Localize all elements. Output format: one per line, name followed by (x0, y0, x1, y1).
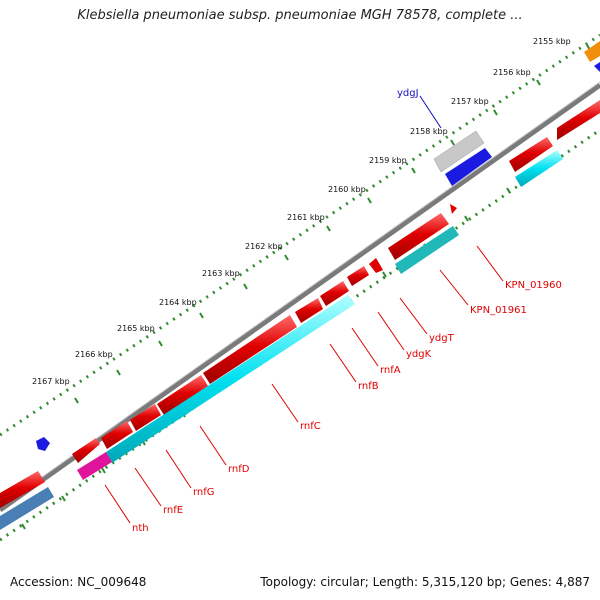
gene-label-rnfE[interactable]: rnfE (163, 505, 183, 516)
map-title: Klebsiella pneumoniae subsp. pneumoniae … (77, 8, 523, 23)
cds-feature[interactable] (557, 100, 600, 140)
gene-label-ydgJ[interactable]: ydgJ (397, 88, 419, 99)
tick-label-2160: 2160 kbp (328, 185, 366, 194)
forward-cds-row[interactable] (0, 100, 600, 508)
inner-tick-ring (0, 128, 600, 542)
gene-label-ydgT[interactable]: ydgT (429, 333, 455, 344)
tick-label-2164: 2164 kbp (159, 298, 197, 307)
cds-feature[interactable] (203, 315, 297, 384)
cyan-feature-long[interactable] (106, 295, 355, 463)
tick-label-2166: 2166 kbp (75, 350, 113, 359)
genome-summary-text: Topology: circular; Length: 5,315,120 bp… (260, 575, 590, 589)
ydgJ-feature[interactable] (433, 130, 485, 173)
cds-feature[interactable] (509, 137, 553, 172)
genome-backbone-highlight (0, 81, 600, 508)
gene-label-rnfA[interactable]: rnfA (380, 365, 401, 376)
cds-feature[interactable] (101, 421, 133, 449)
cds-feature[interactable] (72, 438, 100, 463)
magenta-feature[interactable] (77, 452, 112, 480)
genome-backbone (0, 82, 600, 513)
tick-label-2156: 2156 kbp (493, 68, 531, 77)
tick-label-2157: 2157 kbp (451, 97, 489, 106)
cyan-feature-right[interactable] (515, 150, 563, 187)
accession-text: Accession: NC_009648 (10, 575, 147, 589)
gene-label-nth[interactable]: nth (132, 523, 149, 534)
gene-label-ydgK[interactable]: ydgK (406, 349, 432, 360)
label-leader-lines (104, 95, 504, 524)
gene-label-rnfG[interactable]: rnfG (193, 487, 215, 498)
cds-feature[interactable] (295, 298, 323, 323)
cds-feature[interactable] (369, 258, 383, 273)
tick-label-2162: 2162 kbp (245, 242, 283, 251)
cds-feature[interactable] (157, 375, 208, 415)
tick-label-2167: 2167 kbp (32, 377, 70, 386)
cds-feature[interactable] (0, 471, 45, 508)
blue-feature-top[interactable] (594, 62, 600, 72)
outer-tick-ring (0, 33, 600, 437)
blue-feature[interactable] (445, 148, 492, 186)
cds-feature[interactable] (450, 204, 457, 214)
tick-label-2165: 2165 kbp (117, 324, 155, 333)
gene-label-rnfD[interactable]: rnfD (228, 464, 250, 475)
small-feature-marker[interactable] (36, 437, 50, 451)
teal-feature[interactable] (395, 226, 459, 274)
tick-label-2163: 2163 kbp (202, 269, 240, 278)
gene-label-rnfC[interactable]: rnfC (300, 421, 321, 432)
tick-label-2155: 2155 kbp (533, 37, 571, 46)
gene-label-rnfB[interactable]: rnfB (358, 381, 379, 392)
cds-feature[interactable] (130, 404, 161, 431)
tick-label-2161: 2161 kbp (287, 213, 325, 222)
tick-label-2158: 2158 kbp (410, 127, 448, 136)
cds-feature[interactable] (388, 213, 449, 260)
steel-blue-feature[interactable] (0, 487, 54, 530)
gene-label-KPN_01961[interactable]: KPN_01961 (470, 305, 527, 316)
tick-label-2159: 2159 kbp (369, 156, 407, 165)
orange-feature[interactable] (584, 41, 600, 62)
outer-major-ticks (74, 44, 591, 404)
gene-label-KPN_01960[interactable]: KPN_01960 (505, 280, 562, 291)
cds-feature[interactable] (347, 266, 369, 286)
cds-feature[interactable] (320, 281, 349, 306)
